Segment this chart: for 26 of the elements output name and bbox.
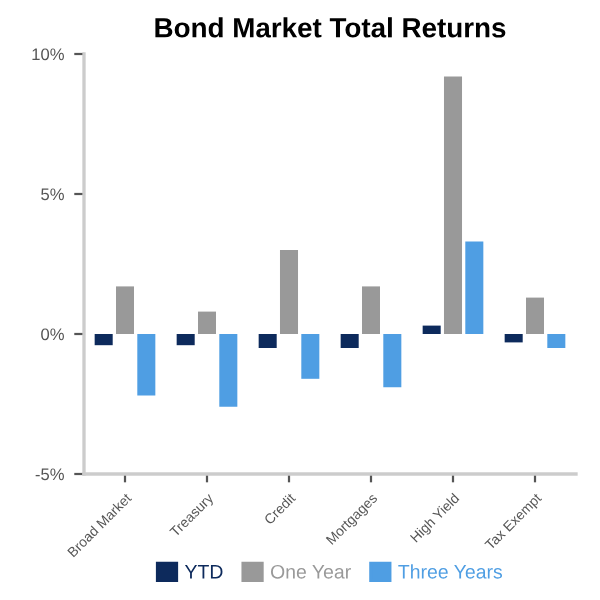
y-tick-label: -5%	[35, 468, 64, 481]
bar	[176, 334, 195, 346]
bar	[547, 334, 566, 348]
bar	[361, 286, 381, 334]
bar	[219, 334, 238, 407]
bar	[94, 334, 113, 346]
y-tick-label: 10%	[32, 48, 64, 61]
bar	[422, 325, 441, 334]
bar	[443, 76, 463, 334]
bar	[115, 286, 135, 334]
bar	[301, 334, 320, 379]
y-tick-label: 0%	[41, 328, 64, 341]
bar	[197, 311, 217, 334]
y-tick-label: 5%	[41, 188, 64, 201]
bar	[525, 297, 545, 334]
bar	[258, 334, 277, 348]
bar	[279, 250, 299, 334]
legend-label: One Year	[270, 564, 351, 579]
bar	[504, 334, 523, 343]
bar	[383, 334, 402, 388]
legend-label: Three Years	[398, 564, 503, 579]
bar	[340, 334, 359, 348]
chart-title: Bond Market Total Returns	[155, 17, 506, 38]
bar	[137, 334, 156, 396]
legend-label: YTD	[184, 565, 223, 579]
bar	[465, 241, 484, 334]
